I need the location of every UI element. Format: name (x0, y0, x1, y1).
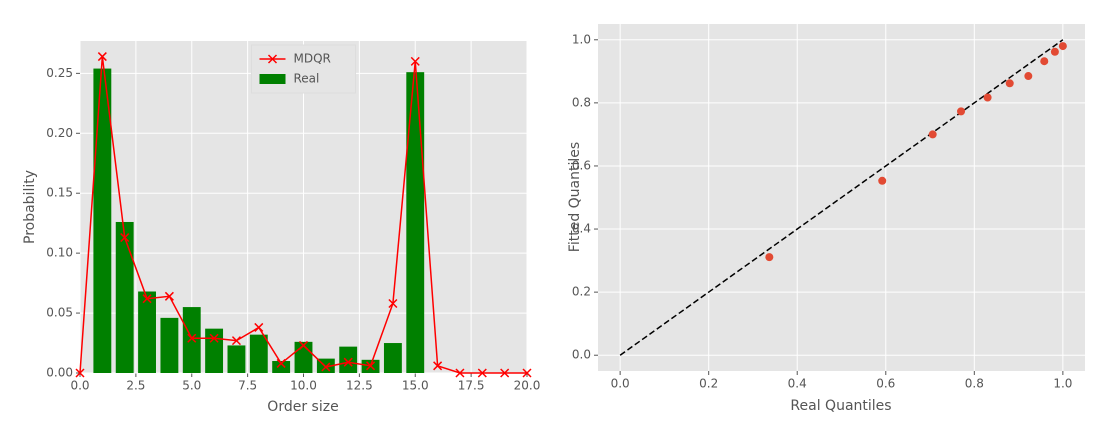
marker (164, 291, 174, 301)
bar (227, 345, 246, 373)
x-tick-label: 2.5 (126, 379, 145, 393)
y-tick-label: 0.6 (572, 158, 591, 172)
x-tick-label: 12.5 (346, 379, 373, 393)
y-axis-label: Fitted Quantiles (567, 142, 583, 252)
point (765, 253, 774, 262)
y-tick-label: 0.05 (46, 306, 73, 320)
point (878, 176, 887, 185)
marker (500, 368, 510, 378)
bar (115, 221, 134, 373)
x-tick-label: 1.0 (1053, 377, 1072, 391)
x-tick-label: 5.0 (182, 379, 201, 393)
y-tick-label: 0.20 (46, 126, 73, 140)
marker (209, 333, 219, 343)
point (983, 93, 992, 102)
legend (251, 44, 356, 94)
marker (522, 368, 532, 378)
x-tick-label: 0.0 (70, 379, 89, 393)
marker (97, 52, 107, 62)
point (1024, 72, 1033, 81)
marker (410, 56, 420, 66)
y-tick-label: 0.0 (572, 348, 591, 362)
bar (272, 361, 291, 373)
legend-label: MDQR (294, 52, 331, 66)
y-tick-label: 0.10 (46, 246, 73, 260)
marker (75, 368, 85, 378)
point (1058, 42, 1067, 51)
bar (205, 328, 224, 373)
x-tick-label: 17.5 (458, 379, 485, 393)
point (1040, 57, 1049, 66)
marker (142, 294, 152, 304)
legend-swatch (267, 54, 278, 64)
x-axis-label: Order size (267, 399, 338, 415)
bar (339, 346, 358, 373)
y-tick-label: 0.25 (46, 66, 73, 80)
point (1050, 47, 1059, 56)
bar (93, 68, 112, 374)
bar (138, 291, 156, 373)
y-tick-label: 0.15 (46, 186, 73, 200)
marker (187, 333, 197, 343)
marker (276, 358, 286, 368)
legend-swatch (259, 74, 286, 84)
x-tick-label: 0.8 (965, 377, 984, 391)
y-tick-label: 0.2 (572, 285, 591, 299)
x-tick-label: 15.0 (402, 379, 429, 393)
x-tick-label: 0.6 (876, 377, 895, 391)
marker (120, 233, 130, 243)
bar (383, 343, 402, 373)
y-tick-label: 0.8 (572, 95, 591, 109)
marker (477, 368, 487, 378)
bar (406, 72, 425, 374)
marker (254, 322, 264, 332)
x-tick-label: 0.2 (699, 377, 718, 391)
bar (294, 341, 313, 373)
y-tick-label: 0.00 (46, 366, 73, 380)
x-tick-label: 0.4 (788, 377, 807, 391)
bar (249, 334, 268, 373)
x-tick-label: 10.0 (290, 379, 317, 393)
y-axis-label: Probability (22, 170, 38, 244)
x-tick-label: 0.0 (611, 377, 630, 391)
point (928, 130, 937, 139)
point (957, 107, 966, 116)
marker (366, 361, 376, 371)
bar (160, 317, 179, 373)
legend-label: Real (294, 72, 320, 86)
marker (298, 340, 309, 350)
marker (231, 336, 241, 346)
bar (182, 307, 201, 373)
marker (321, 362, 331, 372)
marker (433, 361, 443, 371)
x-tick-label: 7.5 (238, 379, 257, 393)
x-tick-label: 20.0 (514, 379, 541, 393)
x-axis-label: Real Quantiles (790, 398, 891, 414)
point (1005, 79, 1014, 88)
y-tick-label: 0.4 (572, 222, 591, 236)
marker (388, 298, 398, 309)
line (619, 39, 1064, 356)
y-tick-label: 1.0 (572, 32, 591, 46)
marker (455, 368, 465, 378)
marker (343, 357, 353, 367)
